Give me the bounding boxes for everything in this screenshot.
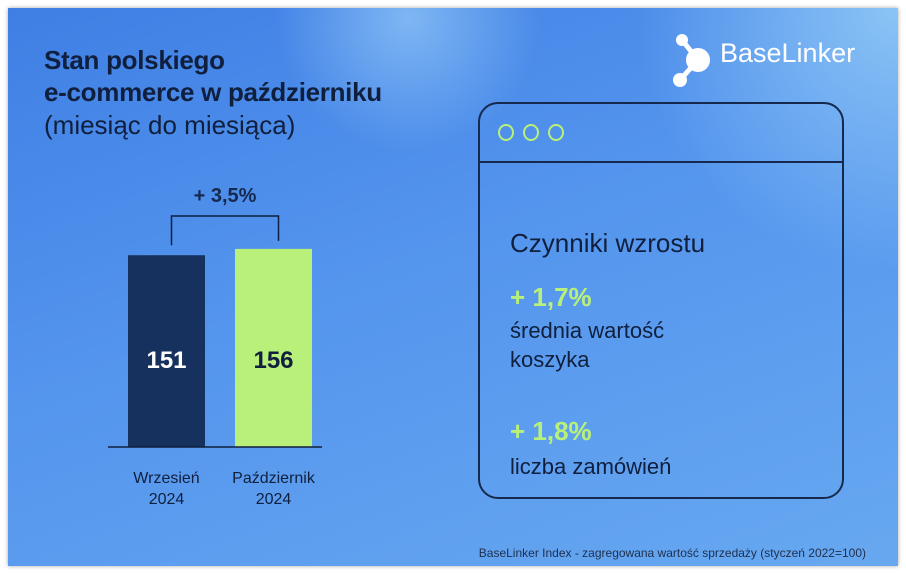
window-dot-icon bbox=[523, 124, 539, 141]
bar bbox=[128, 255, 205, 447]
page-subtitle: (miesiąc do miesiąca) bbox=[44, 110, 296, 140]
factor-label: liczba zamówień bbox=[510, 454, 672, 479]
panel-divider bbox=[480, 161, 842, 163]
category-label: 2024 bbox=[149, 491, 185, 508]
page-title: Stan polskiego e-commerce w październiku bbox=[44, 45, 382, 107]
bar bbox=[235, 248, 312, 447]
change-annotation: + 3,5% bbox=[194, 185, 257, 207]
growth-factors-panel bbox=[478, 102, 844, 499]
factor-value: + 1,7% bbox=[510, 282, 592, 312]
window-dot-icon bbox=[548, 124, 564, 141]
category-label: Październik bbox=[232, 470, 316, 487]
window-dot-icon bbox=[498, 124, 514, 141]
factors-title: Czynniki wzrostu bbox=[510, 228, 706, 258]
bar-value-label: 151 bbox=[146, 347, 186, 374]
category-label: 2024 bbox=[256, 491, 292, 508]
bar-value-label: 156 bbox=[253, 347, 293, 374]
baselinker-logo-icon bbox=[673, 34, 710, 87]
category-label: Wrzesień bbox=[133, 470, 199, 487]
factor-label: średnia wartość koszyka bbox=[510, 318, 665, 372]
footer-note: BaseLinker Index - zagregowana wartość s… bbox=[478, 546, 866, 560]
logo-text: BaseLinker bbox=[720, 38, 856, 68]
factor-value: + 1,8% bbox=[510, 416, 592, 446]
change-bracket bbox=[170, 215, 280, 246]
